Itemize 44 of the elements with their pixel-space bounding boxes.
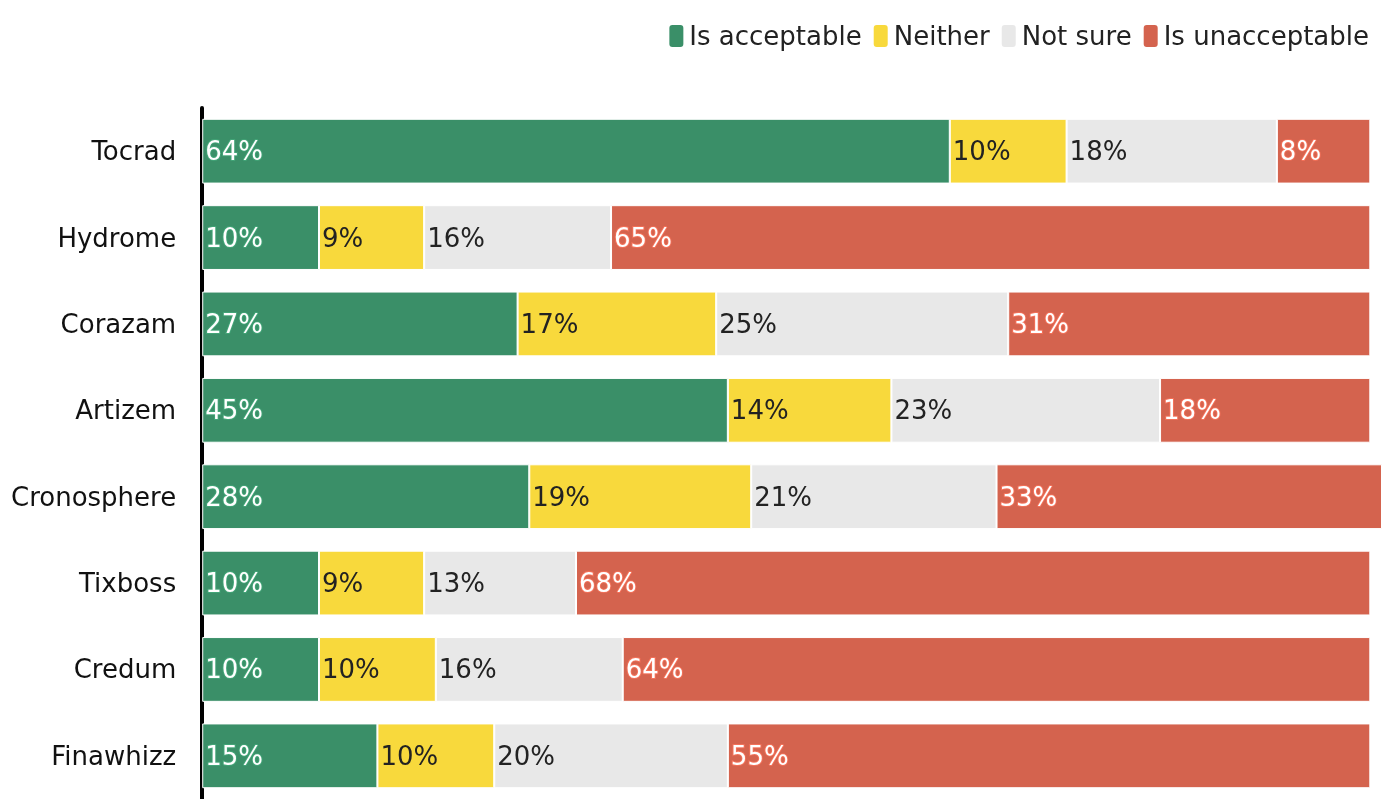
data-label: 17% xyxy=(520,308,579,339)
data-label: 14% xyxy=(730,395,789,426)
legend-label: Is acceptable xyxy=(689,21,862,51)
data-label: 55% xyxy=(730,740,789,771)
y-tick-label: Hydrome xyxy=(57,222,177,253)
y-tick-label: Corazam xyxy=(60,308,177,339)
data-label: 65% xyxy=(614,222,672,253)
y-tick-label: Tocrad xyxy=(90,136,177,167)
data-label: 31% xyxy=(1011,308,1069,339)
legend-label: Not sure xyxy=(1021,21,1132,51)
legend-label: Is unacceptable xyxy=(1163,21,1369,51)
data-label: 10% xyxy=(205,568,263,599)
y-tick-label: Finawhizz xyxy=(51,740,177,771)
y-tick-label: Cronosphere xyxy=(10,481,177,512)
data-label: 15% xyxy=(205,740,263,771)
y-tick-label: Credum xyxy=(73,654,177,685)
y-tick-label: Tixboss xyxy=(78,568,177,599)
data-label: 10% xyxy=(952,136,1011,167)
data-label: 45% xyxy=(205,395,263,426)
data-label: 19% xyxy=(532,481,591,512)
legend-label: Neither xyxy=(893,21,991,51)
data-label: 64% xyxy=(625,654,684,685)
data-label: 8% xyxy=(1279,136,1322,167)
data-label: 23% xyxy=(894,395,953,426)
data-label: 10% xyxy=(322,654,380,685)
data-label: 16% xyxy=(438,654,497,685)
data-label: 10% xyxy=(205,222,263,253)
data-label: 16% xyxy=(427,222,485,253)
data-label: 21% xyxy=(754,481,813,512)
data-label: 64% xyxy=(205,136,263,167)
data-label: 28% xyxy=(205,481,263,512)
data-label: 18% xyxy=(1163,395,1221,426)
data-label: 33% xyxy=(999,481,1058,512)
data-label: 25% xyxy=(719,308,777,339)
y-tick-label: Artizem xyxy=(75,395,177,426)
data-label: 9% xyxy=(322,568,364,599)
data-label: 18% xyxy=(1069,136,1128,167)
data-label: 68% xyxy=(579,568,637,599)
data-label: 9% xyxy=(322,222,364,253)
data-label: 20% xyxy=(497,740,556,771)
data-label: 13% xyxy=(427,568,485,599)
data-label: 10% xyxy=(380,740,439,771)
data-label: 27% xyxy=(205,308,263,339)
data-label: 10% xyxy=(205,654,263,685)
